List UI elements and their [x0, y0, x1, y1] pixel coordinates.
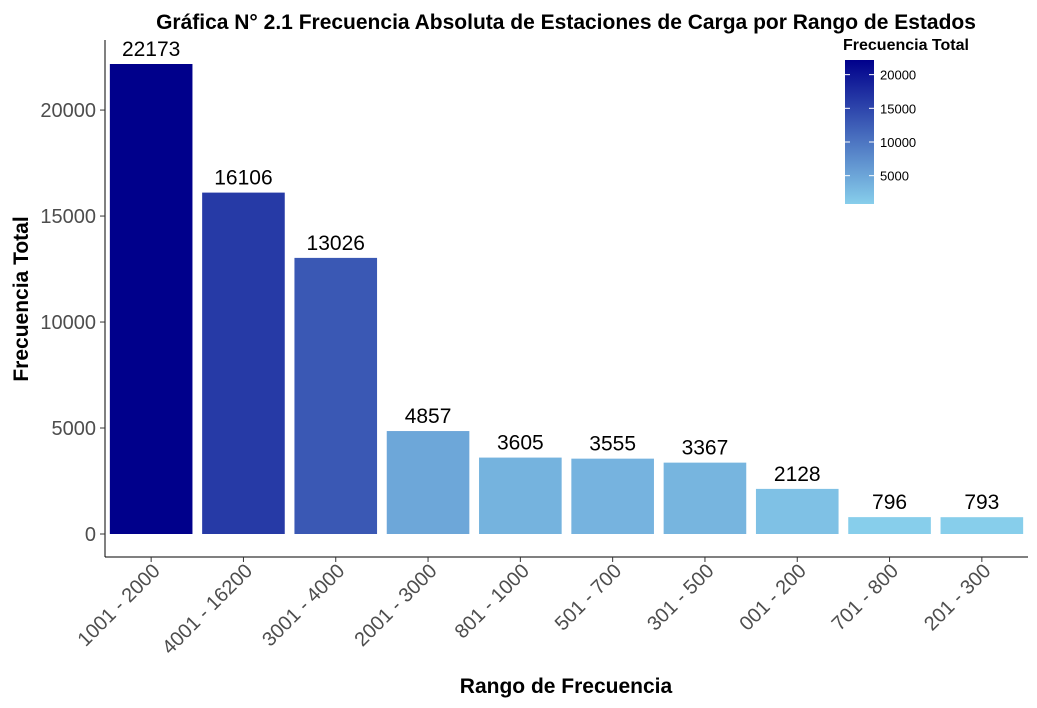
x-tick-label: 801 - 1000	[451, 560, 534, 643]
plot-area	[104, 40, 1028, 558]
chart-title: Gráfica N° 2.1 Frecuencia Absoluta de Es…	[156, 11, 976, 34]
x-tick-label: 701 - 800	[828, 560, 903, 635]
y-tick-label: 5000	[52, 418, 97, 440]
x-tick-label: 4001 - 16200	[158, 560, 257, 659]
legend-tick-label: 20000	[880, 68, 916, 83]
legend-title: Frecuencia Total	[843, 37, 969, 54]
y-tick-label: 10000	[40, 312, 96, 334]
bar-value-label: 3367	[682, 437, 729, 460]
legend-colorbar	[845, 60, 874, 204]
bar-value-labels: 22173 16106 13026 4857 3605 3555 3367 2128 796 79…	[122, 38, 999, 514]
bar	[202, 192, 285, 534]
bar-value-label: 4857	[405, 405, 452, 428]
bar-value-label: 2128	[774, 463, 821, 486]
bar	[386, 431, 470, 534]
y-tick-label: 15000	[40, 206, 96, 228]
x-tick-label: 201 - 300	[920, 560, 995, 635]
x-tick-label: 3001 - 4000	[258, 560, 349, 651]
y-axis-ticks: 0 5000 10000 15000 20000	[40, 100, 105, 546]
bar	[755, 488, 839, 534]
x-tick-label: 501 - 700	[551, 560, 626, 635]
bar-value-label: 793	[964, 491, 999, 514]
y-tick-label: 20000	[40, 100, 96, 122]
x-tick-label: 2001 - 3000	[351, 560, 442, 651]
bar	[479, 457, 562, 534]
bar	[294, 257, 378, 534]
x-tick-label: 301 - 500	[643, 560, 718, 635]
x-tick-label: 001 - 200	[735, 560, 810, 635]
x-axis-title: Rango de Frecuencia	[460, 675, 673, 698]
y-tick-label: 0	[85, 524, 96, 546]
legend-tick-label: 10000	[880, 135, 916, 150]
bar-value-label: 16106	[214, 167, 272, 190]
y-axis-title: Frecuencia Total	[10, 216, 33, 381]
bar	[940, 517, 1024, 534]
bar-value-label: 796	[872, 491, 907, 514]
x-tick-label: 1001 - 2000	[74, 560, 165, 651]
color-legend: Frecuencia Total 5000 10000 15000 20000	[843, 37, 969, 204]
bar	[109, 64, 193, 534]
bar	[663, 462, 747, 534]
bar-value-label: 22173	[122, 38, 180, 61]
bar-value-label: 3555	[589, 433, 636, 456]
legend-ticks: 5000 10000 15000 20000	[845, 68, 916, 184]
bar-value-label: 13026	[307, 232, 365, 255]
bars	[109, 64, 1024, 534]
bar-value-label: 3605	[497, 432, 544, 455]
bar	[848, 517, 931, 534]
legend-tick-label: 15000	[880, 101, 916, 116]
legend-tick-label: 5000	[880, 169, 909, 184]
bar	[571, 458, 654, 534]
